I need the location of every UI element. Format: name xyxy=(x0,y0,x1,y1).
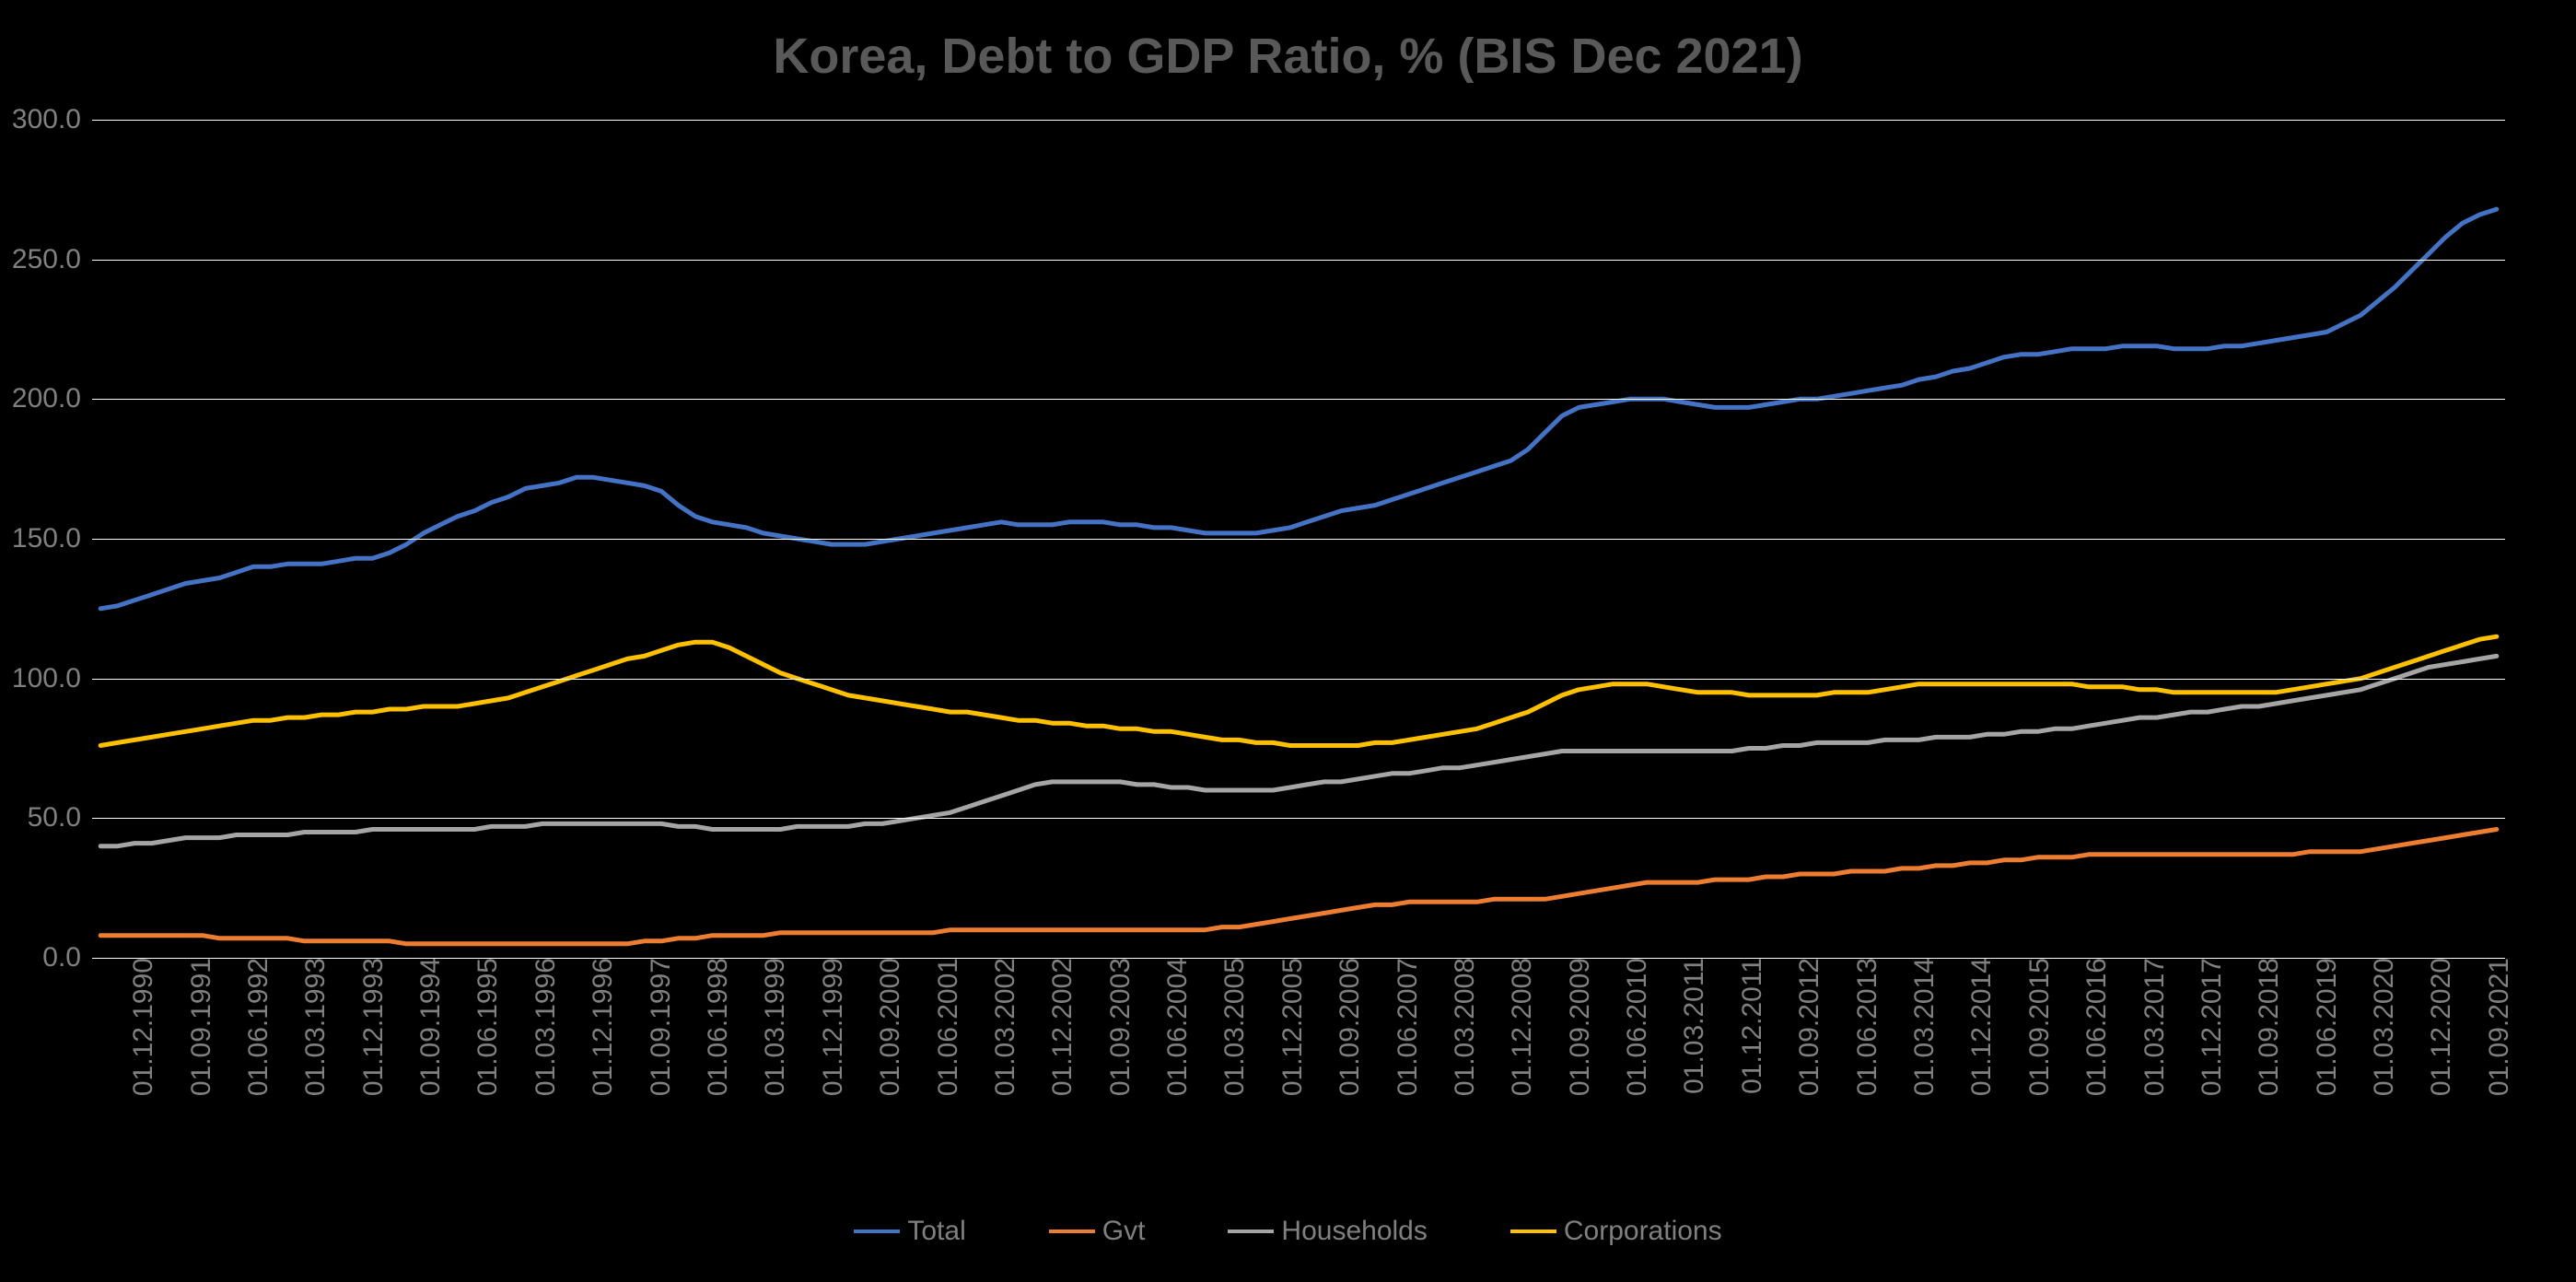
x-tick-label: 01.12.1999 xyxy=(810,958,849,1096)
legend-swatch xyxy=(854,1230,900,1233)
y-tick-label: 200.0 xyxy=(12,383,92,414)
legend-label: Total xyxy=(907,1216,965,1247)
y-tick-label: 50.0 xyxy=(28,802,92,833)
legend-item-households: Households xyxy=(1228,1216,1427,1247)
gridline xyxy=(92,120,2505,121)
y-tick-label: 250.0 xyxy=(12,244,92,275)
legend-label: Gvt xyxy=(1102,1216,1146,1247)
x-tick-label: 01.12.2008 xyxy=(1499,958,1538,1096)
legend-swatch xyxy=(1228,1230,1274,1233)
x-tick-label: 01.09.1997 xyxy=(638,958,677,1096)
x-tick-label: 01.06.2001 xyxy=(926,958,964,1096)
x-tick-label: 01.06.2016 xyxy=(2074,958,2113,1096)
legend-item-gvt: Gvt xyxy=(1049,1216,1146,1247)
x-tick-label: 01.03.1996 xyxy=(523,958,562,1096)
x-tick-label: 01.06.2019 xyxy=(2304,958,2343,1096)
x-tick-label: 01.03.2011 xyxy=(1672,958,1710,1094)
x-tick-label: 01.03.2002 xyxy=(983,958,1021,1096)
gridline xyxy=(92,260,2505,261)
x-tick-label: 01.06.2004 xyxy=(1155,958,1194,1096)
x-tick-label: 01.03.2008 xyxy=(1442,958,1481,1096)
y-tick-label: 150.0 xyxy=(12,523,92,554)
x-tick-label: 01.09.2015 xyxy=(2017,958,2056,1096)
x-tick-label: 01.03.2017 xyxy=(2132,958,2171,1096)
y-tick-label: 300.0 xyxy=(12,104,92,135)
x-tick-label: 01.12.2017 xyxy=(2189,958,2228,1096)
x-tick-label: 01.09.2018 xyxy=(2246,958,2285,1096)
gridline xyxy=(92,818,2505,819)
legend-item-corporations: Corporations xyxy=(1510,1216,1722,1247)
x-tick-label: 01.03.1993 xyxy=(293,958,332,1096)
x-tick-label: 01.06.2010 xyxy=(1614,958,1653,1096)
plot-area: 0.050.0100.0150.0200.0250.0300.001.12.19… xyxy=(92,120,2505,958)
x-tick-label: 01.12.2014 xyxy=(1959,958,1998,1096)
x-tick-label: 01.03.2005 xyxy=(1212,958,1251,1096)
x-tick-label: 01.12.2020 xyxy=(2419,958,2457,1096)
x-tick-label: 01.12.2002 xyxy=(1040,958,1078,1096)
x-tick-label: 01.06.2007 xyxy=(1385,958,1424,1096)
gridline xyxy=(92,679,2505,680)
x-tick-label: 01.09.2003 xyxy=(1098,958,1136,1096)
x-tick-label: 01.12.1993 xyxy=(351,958,390,1096)
series-line-total xyxy=(100,209,2497,609)
x-tick-label: 01.09.2021 xyxy=(2477,958,2515,1096)
gridline xyxy=(92,539,2505,540)
x-tick-label: 01.09.2012 xyxy=(1787,958,1825,1096)
legend-item-total: Total xyxy=(854,1216,965,1247)
x-tick-label: 01.06.1992 xyxy=(236,958,274,1096)
chart-container: Korea, Debt to GDP Ratio, % (BIS Dec 202… xyxy=(0,0,2576,1282)
x-tick-label: 01.03.2014 xyxy=(1902,958,1941,1096)
legend-label: Corporations xyxy=(1564,1216,1722,1247)
x-tick-label: 01.06.1995 xyxy=(465,958,504,1096)
x-tick-label: 01.03.2020 xyxy=(2361,958,2400,1096)
x-tick-label: 01.03.1999 xyxy=(752,958,791,1096)
gridline xyxy=(92,399,2505,400)
series-line-corporations xyxy=(100,636,2497,745)
x-tick-label: 01.06.2013 xyxy=(1845,958,1883,1096)
chart-title: Korea, Debt to GDP Ratio, % (BIS Dec 202… xyxy=(0,28,2576,85)
x-tick-label: 01.09.1991 xyxy=(179,958,217,1096)
x-tick-label: 01.12.2005 xyxy=(1270,958,1309,1096)
x-tick-label: 01.12.1996 xyxy=(580,958,619,1096)
x-tick-label: 01.09.1994 xyxy=(408,958,447,1096)
series-line-gvt xyxy=(100,830,2497,944)
y-tick-label: 100.0 xyxy=(12,663,92,694)
legend: Total Gvt Households Corporations xyxy=(0,1216,2576,1247)
legend-swatch xyxy=(1510,1230,1556,1233)
x-tick-label: 01.09.2006 xyxy=(1327,958,1366,1096)
legend-swatch xyxy=(1049,1230,1095,1233)
legend-label: Households xyxy=(1281,1216,1427,1247)
x-tick-label: 01.12.2011 xyxy=(1730,958,1768,1094)
x-tick-label: 01.12.1990 xyxy=(121,958,159,1096)
y-tick-label: 0.0 xyxy=(42,942,92,973)
x-tick-label: 01.09.2009 xyxy=(1557,958,1596,1096)
x-tick-label: 01.09.2000 xyxy=(868,958,906,1096)
x-tick-label: 01.06.1998 xyxy=(695,958,734,1096)
